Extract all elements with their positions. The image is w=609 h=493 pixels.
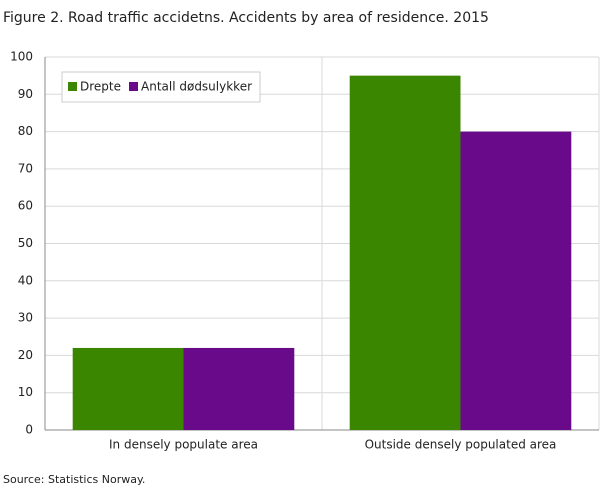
chart-title: Figure 2. Road traffic accidetns. Accide… [3, 10, 489, 26]
bar [460, 131, 572, 430]
x-tick-label: Outside densely populated area [365, 438, 557, 452]
legend-swatch [68, 82, 77, 91]
legend-label: Antall dødsulykker [141, 80, 252, 94]
y-tick-label: 40 [18, 273, 33, 287]
y-tick-label: 10 [18, 385, 33, 399]
y-tick-label: 0 [25, 423, 33, 437]
y-tick-label: 70 [18, 161, 33, 175]
y-tick-label: 60 [18, 199, 33, 213]
bar [72, 347, 184, 430]
y-tick-label: 20 [18, 348, 33, 362]
legend-label: Drepte [80, 80, 121, 94]
x-tick-label: In densely populate area [109, 438, 258, 452]
source: Source: Statistics Norway. [3, 473, 145, 486]
y-tick-label: 100 [10, 50, 33, 64]
bar [183, 347, 295, 430]
legend-box [61, 71, 261, 103]
legend-swatch [129, 82, 138, 91]
y-tick-label: 80 [18, 124, 33, 138]
y-tick-label: 90 [18, 87, 33, 101]
y-tick-label: 30 [18, 311, 33, 325]
bar [349, 75, 461, 431]
y-tick-label: 50 [18, 236, 33, 250]
